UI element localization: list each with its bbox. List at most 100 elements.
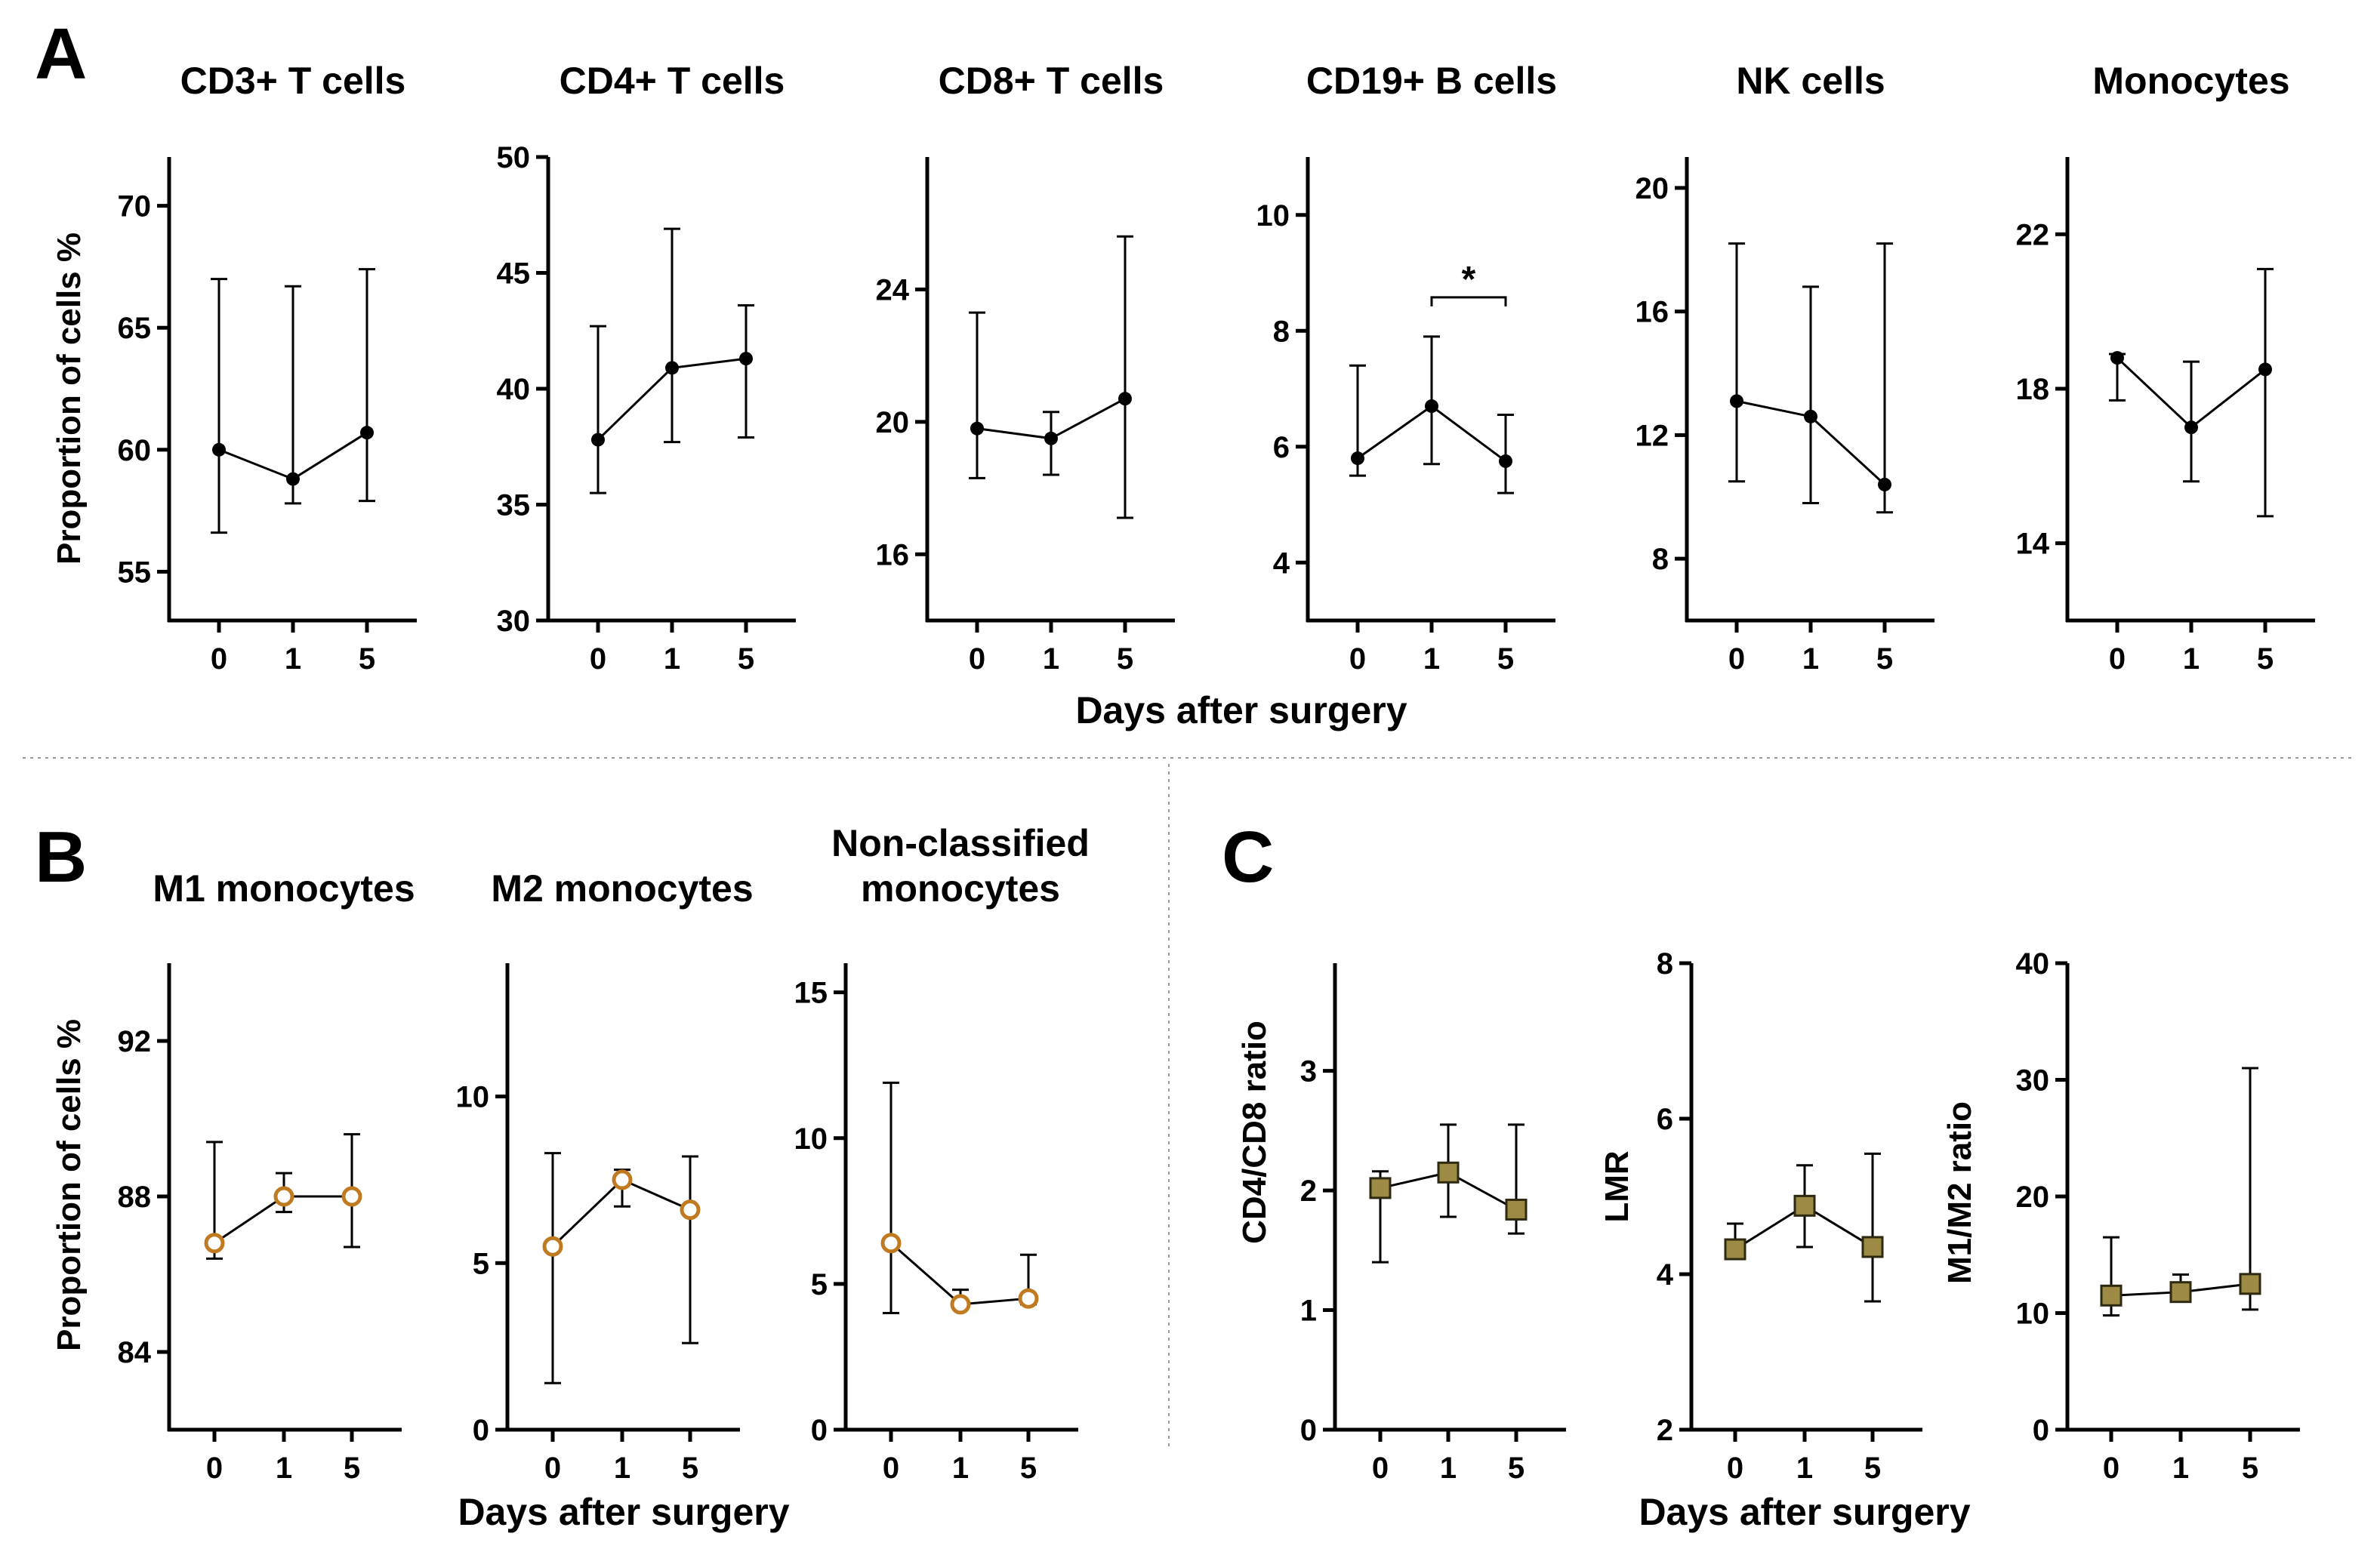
data-point (542, 1236, 563, 1257)
data-point (2184, 420, 2198, 435)
data-point (1425, 399, 1438, 414)
x-tick-label: 5 (682, 1452, 698, 1485)
y-axis-label-m1-m2: M1/M2 ratio (1941, 1101, 1978, 1284)
y-tick-label: 12 (1635, 419, 1669, 452)
y-tick-label: 30 (2016, 1064, 2050, 1098)
y-tick-label: 5 (811, 1268, 828, 1301)
x-axis-label-a: Days after surgery (1075, 689, 1407, 731)
y-axis-label-cd4-cd8: CD4/CD8 ratio (1236, 1021, 1273, 1244)
data-point (1369, 1177, 1392, 1199)
y-tick-label: 8 (1657, 947, 1673, 981)
x-tick-label: 0 (544, 1452, 561, 1485)
chart-m1m2: 0 10 20 30 40 0 1 5 (2016, 947, 2300, 1485)
y-tick-label: 88 (118, 1181, 152, 1214)
chart-m2: M2 monocytes 0 5 10 0 1 5 (456, 867, 754, 1485)
x-axis-label-b: Days after surgery (458, 1491, 789, 1533)
chart-cd19: CD19+ B cells 4 6 8 10 0 1 5 * (1256, 60, 1558, 676)
x-tick-label: 0 (2103, 1452, 2119, 1485)
data-point (286, 472, 300, 486)
chart-title: M1 monocytes (153, 867, 415, 910)
y-axis-label-a: Proportion of cells % (51, 232, 88, 565)
data-point (1499, 454, 1512, 468)
y-tick-label: 10 (456, 1081, 490, 1114)
data-point (970, 421, 984, 436)
y-tick-label: 2 (1657, 1414, 1673, 1447)
x-tick-label: 0 (211, 642, 227, 676)
x-tick-label: 1 (1043, 642, 1059, 676)
y-tick-label: 35 (497, 489, 531, 522)
y-tick-label: 55 (118, 556, 152, 589)
x-tick-label: 1 (664, 642, 680, 676)
data-point (1505, 1198, 1528, 1221)
y-tick-label: 40 (2016, 947, 2050, 981)
significance-label: * (1462, 260, 1476, 300)
chart-nk: NK cells 8 12 16 20 0 1 5 (1635, 60, 1935, 676)
data-point (1018, 1288, 1039, 1309)
chart-m1: M1 monocytes 84 88 92 0 1 5 (118, 867, 415, 1485)
x-tick-label: 0 (2109, 642, 2126, 676)
data-point (1118, 392, 1132, 406)
x-tick-label: 5 (359, 642, 375, 676)
x-tick-label: 1 (276, 1452, 292, 1485)
data-point (341, 1186, 362, 1207)
chart-cd3: CD3+ T cells 55 60 65 70 0 1 5 (118, 60, 417, 676)
x-tick-label: 5 (344, 1452, 360, 1485)
y-tick-label: 45 (497, 257, 531, 291)
chart-title: CD8+ T cells (939, 60, 1164, 102)
x-tick-label: 0 (590, 642, 606, 676)
y-tick-label: 5 (473, 1247, 489, 1280)
x-tick-label: 0 (1349, 642, 1366, 676)
chart-lmr: 2 4 6 8 0 1 5 (1657, 947, 1922, 1485)
x-tick-label: 1 (1802, 642, 1819, 676)
y-tick-label: 70 (118, 190, 152, 223)
y-tick-label: 60 (118, 434, 152, 467)
y-tick-label: 8 (1273, 315, 1290, 348)
data-point (2169, 1281, 2192, 1304)
data-point (1878, 477, 1891, 491)
y-tick-label: 20 (1635, 172, 1669, 205)
data-point (1793, 1194, 1816, 1217)
x-tick-label: 5 (1864, 1452, 1881, 1485)
chart-title: CD19+ B cells (1306, 60, 1557, 102)
data-point (1724, 1238, 1746, 1261)
x-tick-label: 5 (1876, 642, 1893, 676)
x-tick-label: 1 (1423, 642, 1440, 676)
y-tick-label: 6 (1657, 1103, 1673, 1136)
chart-title: M2 monocytes (491, 867, 753, 910)
y-tick-label: 3 (1300, 1055, 1317, 1088)
x-tick-label: 0 (206, 1452, 223, 1485)
x-tick-label: 1 (614, 1452, 630, 1485)
chart-title: CD3+ T cells (180, 60, 406, 102)
chart-mono: Monocytes 14 18 22 0 1 5 (2016, 60, 2315, 676)
data-point (2110, 351, 2124, 365)
chart-title: monocytes (861, 867, 1060, 910)
x-tick-label: 5 (1020, 1452, 1037, 1485)
y-tick-label: 22 (2016, 218, 2050, 251)
x-tick-label: 0 (969, 642, 985, 676)
x-tick-label: 5 (1508, 1452, 1524, 1485)
x-tick-label: 1 (1796, 1452, 1813, 1485)
x-tick-label: 5 (1117, 642, 1133, 676)
x-tick-label: 5 (1497, 642, 1514, 676)
y-tick-label: 6 (1273, 431, 1290, 464)
y-tick-label: 1 (1300, 1295, 1317, 1328)
y-axis-label-b: Proportion of cells % (51, 1019, 88, 1351)
y-tick-label: 24 (876, 273, 910, 306)
y-tick-label: 0 (473, 1414, 489, 1447)
y-tick-label: 8 (1652, 543, 1669, 576)
y-tick-label: 20 (2016, 1181, 2050, 1214)
y-tick-label: 16 (1635, 296, 1669, 329)
data-point (204, 1233, 225, 1254)
y-tick-label: 0 (1300, 1414, 1317, 1447)
x-tick-label: 1 (952, 1452, 969, 1485)
data-point (2100, 1284, 2123, 1307)
chart-title: NK cells (1736, 60, 1885, 102)
data-point (1804, 409, 1817, 423)
chart-title: Monocytes (2092, 60, 2289, 102)
x-tick-label: 0 (1727, 1452, 1743, 1485)
y-tick-label: 84 (118, 1336, 152, 1369)
data-point (1044, 431, 1058, 445)
data-point (680, 1199, 701, 1221)
panel-label-a: A (35, 14, 87, 94)
chart-title: CD4+ T cells (560, 60, 785, 102)
